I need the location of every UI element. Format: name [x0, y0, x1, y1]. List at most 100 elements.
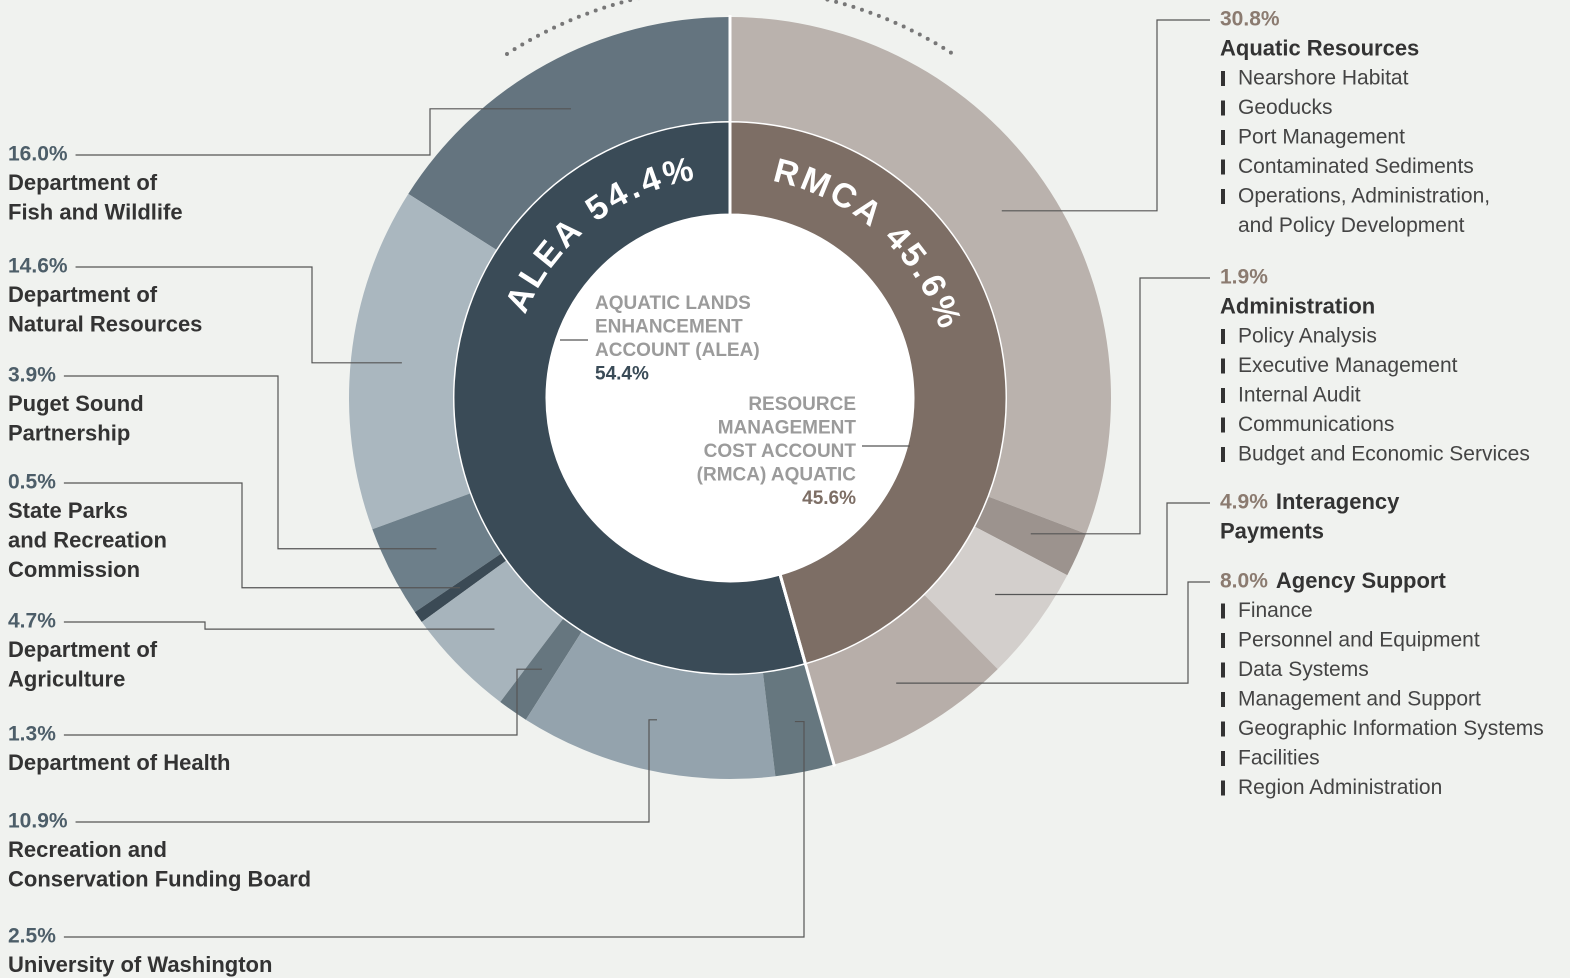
item-label: Finance — [1238, 599, 1313, 622]
bullet — [1221, 329, 1225, 344]
outer-wedge — [805, 595, 998, 765]
category-label: Department of — [8, 637, 158, 662]
leader-line — [63, 482, 461, 589]
category-label: Recreation and — [8, 837, 167, 862]
item-label: Budget and Economic Services — [1238, 443, 1530, 466]
value-label: 3.9% — [8, 364, 56, 387]
center-label: COST ACCOUNT — [704, 441, 857, 462]
leader-line — [1001, 19, 1210, 212]
leader-line — [995, 502, 1210, 596]
bullet — [1221, 603, 1225, 619]
center-label: MANAGEMENT — [718, 418, 857, 439]
category-label: Puget Sound — [8, 391, 144, 416]
value-label: 0.5% — [8, 471, 56, 494]
value-label: 4.9% — [1220, 491, 1268, 514]
item-label: Policy Analysis — [1238, 325, 1377, 348]
item-label: Nearshore Habitat — [1238, 67, 1409, 90]
value-label: 8.0% — [1220, 570, 1268, 593]
center-label: (RMCA) AQUATIC — [697, 465, 857, 486]
category-label: Partnership — [8, 420, 130, 445]
item-label: Port Management — [1238, 126, 1405, 149]
outer-wedge — [924, 526, 1068, 670]
category-label: Payments — [1220, 518, 1324, 543]
value-label: 10.9% — [8, 810, 68, 833]
category-label: Department of Health — [8, 750, 230, 775]
item-label: Geographic Information Systems — [1238, 717, 1544, 740]
outer-wedge — [349, 193, 497, 530]
outer-wedge — [421, 560, 563, 702]
leader-line — [75, 108, 572, 156]
category-label: Department of — [8, 282, 158, 307]
value-label: 1.3% — [8, 723, 56, 746]
category-label: Agriculture — [8, 666, 125, 691]
value-label: 30.8% — [1220, 8, 1280, 31]
category-label: University of Washington — [8, 952, 272, 977]
leader-line — [896, 581, 1210, 684]
item-label: Data Systems — [1238, 658, 1369, 681]
center-label: RESOURCE — [748, 394, 856, 415]
bullet — [1221, 388, 1225, 403]
inner-wedge — [451, 119, 808, 677]
outer-wedge — [525, 631, 776, 779]
bullet — [1221, 100, 1225, 116]
item-label: Facilities — [1238, 747, 1320, 770]
item-label: Operations, Administration, — [1238, 185, 1490, 208]
outer-wedge — [372, 493, 501, 613]
bullet — [1221, 159, 1225, 175]
value-label: 1.9% — [1220, 266, 1268, 289]
leader-line — [63, 720, 805, 938]
item-label: Management and Support — [1238, 688, 1481, 711]
category-label: Administration — [1220, 293, 1375, 318]
dotted-arc — [505, 0, 955, 56]
bullet — [1221, 417, 1225, 433]
bullet — [1221, 721, 1225, 737]
bullet — [1221, 662, 1225, 678]
leader-line — [63, 375, 437, 550]
outer-wedge — [414, 553, 506, 622]
wedges — [349, 15, 1111, 779]
outer-wedge — [762, 664, 834, 777]
item-label: and Policy Development — [1238, 214, 1465, 237]
item-label: Executive Management — [1238, 354, 1458, 377]
bullet — [1221, 692, 1225, 707]
category-label: Department of — [8, 170, 158, 195]
item-label: Internal Audit — [1238, 384, 1361, 407]
bullet — [1221, 71, 1225, 86]
item-label: Contaminated Sediments — [1238, 155, 1474, 178]
leader-line — [75, 719, 658, 823]
bullet — [1221, 780, 1225, 796]
value-label: 14.6% — [8, 255, 68, 278]
outer-wedge — [730, 17, 1111, 534]
value-label: 4.7% — [8, 610, 56, 633]
center-value: 45.6% — [802, 488, 856, 509]
leader-line — [63, 621, 495, 630]
inner-wedge — [728, 119, 1009, 667]
center-label: ENHANCEMENT — [595, 317, 743, 338]
bullet — [1221, 633, 1225, 648]
bullet — [1221, 751, 1225, 766]
category-label: and Recreation — [8, 527, 167, 552]
leader-line — [75, 266, 402, 364]
category-label: State Parks — [8, 498, 128, 523]
leader-line — [1030, 277, 1210, 535]
value-label: 16.0% — [8, 143, 68, 166]
outer-wedge — [975, 496, 1086, 576]
value-label: 2.5% — [8, 925, 56, 948]
category-label: Commission — [8, 557, 140, 582]
item-label: Region Administration — [1238, 776, 1442, 799]
bullet — [1221, 189, 1225, 204]
category-label: Natural Resources — [8, 311, 202, 336]
bullet — [1221, 358, 1225, 374]
leader-line — [63, 668, 542, 736]
item-label: Communications — [1238, 413, 1394, 436]
category-label: Interagency — [1276, 489, 1400, 514]
category-label: Agency Support — [1276, 568, 1447, 593]
item-label: Personnel and Equipment — [1238, 629, 1480, 652]
bullet — [1221, 447, 1225, 462]
category-label: Fish and Wildlife — [8, 199, 183, 224]
center-label: AQUATIC LANDS — [595, 293, 751, 314]
center-value: 54.4% — [595, 364, 649, 385]
center-label: ACCOUNT (ALEA) — [595, 340, 760, 361]
category-label: Conservation Funding Board — [8, 866, 311, 891]
